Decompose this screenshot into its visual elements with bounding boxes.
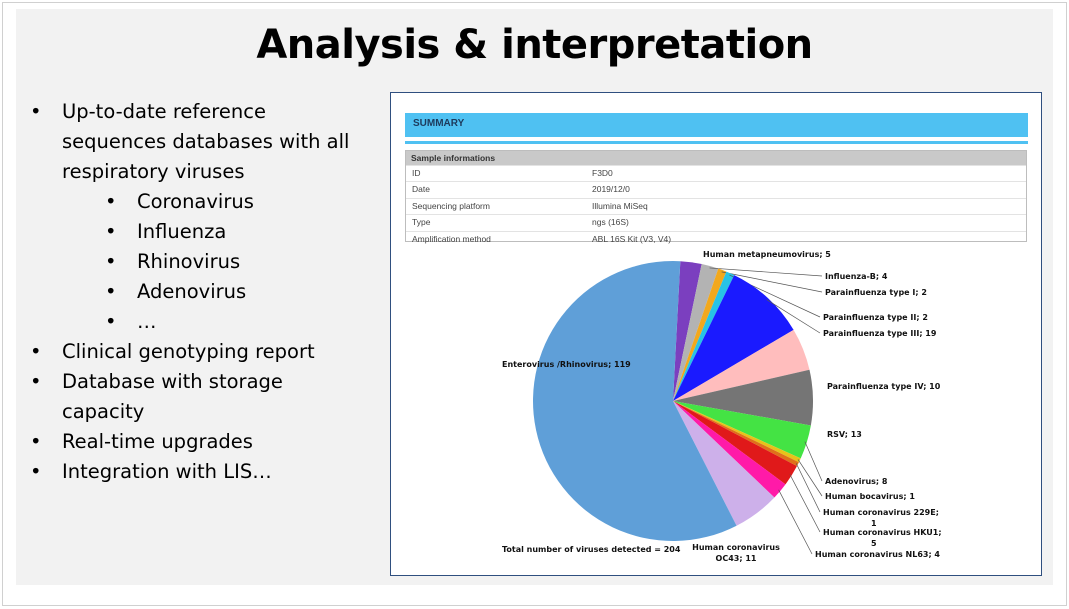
sample-info-key: ID bbox=[412, 168, 421, 178]
bullet-dot: • bbox=[30, 430, 42, 453]
bullet-text: … bbox=[137, 310, 157, 333]
pie-slice bbox=[673, 369, 813, 426]
bullet-text: Database with storage bbox=[62, 370, 283, 393]
sample-info-value: 2019/12/0 bbox=[592, 184, 630, 195]
bullet-item: respiratory viruses bbox=[30, 157, 370, 187]
bullet-dot: • bbox=[30, 100, 42, 123]
slice-leader-line bbox=[709, 267, 823, 277]
sample-info-row: Date 2019/12/0 bbox=[406, 181, 1026, 197]
bullet-item: • Up-to-date reference bbox=[30, 97, 370, 127]
sample-info-value: ngs (16S) bbox=[592, 217, 629, 228]
slice-label: Human coronavirus NL63; 4 bbox=[815, 550, 940, 559]
slice-label: Human coronavirus OC43; 11 bbox=[692, 543, 780, 563]
bullet-dot: • bbox=[105, 220, 117, 243]
bullet-dot: • bbox=[30, 370, 42, 393]
pie-slice bbox=[673, 401, 797, 485]
bullet-text: Clinical genotyping report bbox=[62, 340, 315, 363]
slice-leader-line bbox=[721, 271, 823, 293]
summary-rule bbox=[405, 141, 1028, 144]
slice-leader-line bbox=[778, 489, 813, 555]
bullet-item: • Real-time upgrades bbox=[30, 427, 370, 457]
sample-info-row: Sequencing platform Illumina MiSeq bbox=[406, 197, 1026, 214]
pie-slice bbox=[673, 329, 810, 401]
sample-info-row: Amplification method ABL 16S Kit (V3, V4) bbox=[406, 230, 1026, 247]
bullet-text: Integration with LIS… bbox=[62, 460, 272, 483]
bullet-item: sequences databases with all bbox=[30, 127, 370, 157]
bullet-dot: • bbox=[105, 280, 117, 303]
pie-slice bbox=[533, 261, 737, 541]
sample-info-key: Sequencing platform bbox=[412, 200, 490, 211]
bullet-text: Coronavirus bbox=[137, 190, 254, 213]
bullet-list: • Up-to-date reference sequences databases… bbox=[30, 97, 370, 487]
bullet-text: Real-time upgrades bbox=[62, 430, 253, 453]
sub-bullet-item: • Rhinovirus bbox=[30, 247, 370, 277]
sub-bullet-item: • Influenza bbox=[30, 217, 370, 247]
summary-bar: SUMMARY bbox=[405, 113, 1028, 137]
bullet-text: Up-to-date reference bbox=[62, 100, 266, 123]
virus-pie-chart: Human metapneumovirus; 5 Influenza-B; 4 Pa… bbox=[502, 250, 942, 563]
sub-bullet-item: • Adenovirus bbox=[30, 277, 370, 307]
slide-title: Analysis & interpretation bbox=[256, 22, 813, 68]
bullet-dot: • bbox=[30, 340, 42, 363]
slice-label: Human coronavirus 229E; 1 bbox=[823, 508, 939, 528]
pie-slice bbox=[673, 401, 811, 459]
slide: Analysis & interpretation • Up-to-date re… bbox=[16, 9, 1053, 585]
slice-label: Human metapneumovirus; 5 bbox=[703, 250, 831, 259]
sub-bullet-item: • Coronavirus bbox=[30, 187, 370, 217]
slice-leader-line bbox=[804, 441, 823, 482]
bullet-text: respiratory viruses bbox=[62, 160, 245, 183]
slice-leader-line bbox=[766, 299, 821, 334]
sample-info-value: F3D0 bbox=[592, 168, 613, 178]
sub-bullet-item: •… bbox=[30, 307, 370, 337]
slice-label: Human coronavirus HKU1; 5 bbox=[823, 528, 942, 548]
sample-info-value: Illumina MiSeq bbox=[592, 200, 648, 211]
bullet-text: Rhinovirus bbox=[137, 250, 241, 273]
pie-slice bbox=[673, 401, 799, 467]
slice-label: Human bocavirus; 1 bbox=[825, 492, 915, 501]
slice-label: RSV; 13 bbox=[827, 430, 862, 439]
summary-title: SUMMARY bbox=[413, 118, 465, 129]
genotyping-report: SUMMARY Sample informations ID F3D0 Date 20… bbox=[390, 92, 1042, 576]
sample-info-row: ID F3D0 bbox=[406, 165, 1026, 181]
pie-slice bbox=[673, 401, 786, 498]
slice-leader-line bbox=[795, 463, 821, 513]
bullet-item: capacity bbox=[30, 397, 370, 427]
bullet-dot: • bbox=[105, 250, 117, 273]
bullet-text: Adenovirus bbox=[137, 280, 247, 303]
slice-label: Adenovirus; 8 bbox=[825, 477, 888, 486]
bullet-text: Influenza bbox=[137, 220, 227, 243]
bullet-item: • Clinical genotyping report bbox=[30, 337, 370, 367]
pie-slice bbox=[673, 268, 727, 401]
bullet-text: sequences databases with all bbox=[62, 130, 350, 153]
pie-slice bbox=[673, 261, 702, 401]
slice-label: Parainfluenza type III; 19 bbox=[823, 329, 937, 338]
slice-leader-line bbox=[789, 474, 821, 533]
sample-info-row: Type ngs (16S) bbox=[406, 214, 1026, 230]
slice-label: Influenza-B; 4 bbox=[825, 272, 888, 281]
bullet-item: • Integration with LIS… bbox=[30, 457, 370, 487]
bullet-dot: • bbox=[30, 460, 42, 483]
sample-info-key: Type bbox=[412, 217, 431, 228]
total-viruses-label: Total number of viruses detected = 204 bbox=[502, 545, 681, 554]
bullet-item: • Database with storage bbox=[30, 367, 370, 397]
bullet-dot: • bbox=[105, 190, 117, 213]
pie-slice bbox=[673, 271, 735, 401]
pie-slice bbox=[673, 401, 801, 463]
slice-label: Enterovirus /Rhinovirus; 119 bbox=[502, 360, 631, 369]
slice-leader-line bbox=[797, 459, 823, 497]
slice-label: Parainfluenza type II; 2 bbox=[823, 313, 928, 322]
sample-info-value: ABL 16S Kit (V3, V4) bbox=[592, 233, 672, 244]
pie-slice bbox=[673, 401, 775, 526]
pie-slice bbox=[673, 263, 719, 401]
sample-info-header: Sample informations bbox=[406, 151, 1026, 165]
bullet-dot: • bbox=[105, 310, 117, 333]
slice-label: Parainfluenza type IV; 10 bbox=[827, 382, 941, 391]
slice-label: Parainfluenza type I; 2 bbox=[825, 288, 927, 297]
pie-slice bbox=[673, 275, 794, 401]
sample-info-table: Sample informations ID F3D0 Date 2019/12/0 S… bbox=[405, 150, 1027, 244]
bullet-text: capacity bbox=[62, 400, 145, 423]
sample-info-key: Amplification method bbox=[412, 233, 491, 244]
sample-info-key: Date bbox=[412, 184, 430, 195]
